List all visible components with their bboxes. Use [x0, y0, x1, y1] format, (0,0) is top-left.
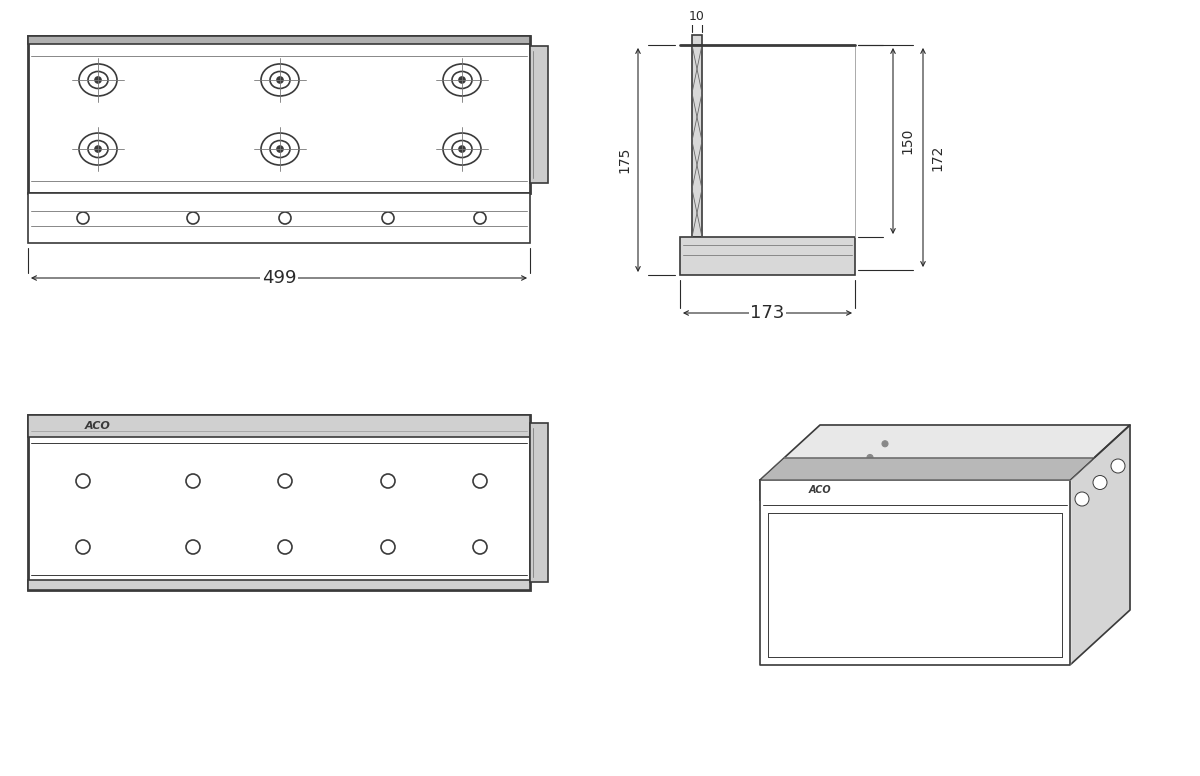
Ellipse shape	[79, 64, 118, 96]
Ellipse shape	[270, 71, 290, 88]
Circle shape	[278, 212, 292, 224]
Ellipse shape	[443, 133, 481, 165]
Circle shape	[382, 212, 394, 224]
Circle shape	[277, 146, 283, 152]
Circle shape	[473, 540, 487, 554]
Bar	[28, 193, 530, 243]
Ellipse shape	[270, 140, 290, 158]
Polygon shape	[1070, 425, 1130, 665]
Bar	[530, 423, 548, 582]
Ellipse shape	[452, 140, 472, 158]
Bar	[760, 480, 1070, 500]
Ellipse shape	[262, 64, 299, 96]
Circle shape	[77, 212, 89, 224]
Bar	[28, 415, 530, 437]
Circle shape	[866, 455, 874, 460]
Bar	[28, 580, 530, 590]
Text: ACO: ACO	[85, 421, 110, 431]
Text: 175: 175	[617, 147, 631, 173]
Circle shape	[1001, 529, 1030, 557]
Bar	[28, 415, 530, 590]
Ellipse shape	[88, 71, 108, 88]
Circle shape	[852, 468, 858, 474]
Circle shape	[906, 529, 934, 557]
Ellipse shape	[88, 140, 108, 158]
Ellipse shape	[443, 64, 481, 96]
Bar	[530, 46, 548, 183]
Circle shape	[906, 608, 934, 636]
Circle shape	[474, 212, 486, 224]
Polygon shape	[760, 425, 1130, 480]
Ellipse shape	[79, 133, 118, 165]
Circle shape	[95, 146, 101, 152]
Circle shape	[1093, 476, 1108, 490]
Circle shape	[278, 540, 292, 554]
Bar	[28, 36, 530, 44]
Circle shape	[882, 441, 888, 447]
Bar	[692, 45, 702, 237]
Text: ACO: ACO	[809, 485, 832, 495]
Circle shape	[76, 474, 90, 488]
Circle shape	[186, 474, 200, 488]
Bar	[28, 36, 530, 193]
Circle shape	[187, 212, 199, 224]
Circle shape	[76, 540, 90, 554]
Ellipse shape	[262, 133, 299, 165]
Text: 150: 150	[900, 128, 914, 154]
Circle shape	[811, 529, 839, 557]
Circle shape	[1075, 492, 1090, 506]
Circle shape	[382, 540, 395, 554]
Circle shape	[382, 474, 395, 488]
Ellipse shape	[452, 71, 472, 88]
Text: 499: 499	[262, 269, 296, 287]
Circle shape	[811, 608, 839, 636]
Text: 172: 172	[930, 144, 944, 171]
Bar	[680, 237, 854, 275]
Polygon shape	[760, 480, 1070, 665]
Polygon shape	[760, 458, 1094, 480]
Circle shape	[838, 482, 842, 488]
Text: 10: 10	[689, 11, 704, 23]
Circle shape	[277, 77, 283, 83]
Text: 173: 173	[750, 304, 785, 322]
Circle shape	[458, 77, 466, 83]
Bar	[692, 35, 702, 45]
Circle shape	[186, 540, 200, 554]
Circle shape	[473, 474, 487, 488]
Circle shape	[95, 77, 101, 83]
Circle shape	[1001, 608, 1030, 636]
Circle shape	[278, 474, 292, 488]
Circle shape	[458, 146, 466, 152]
Circle shape	[1111, 459, 1126, 473]
